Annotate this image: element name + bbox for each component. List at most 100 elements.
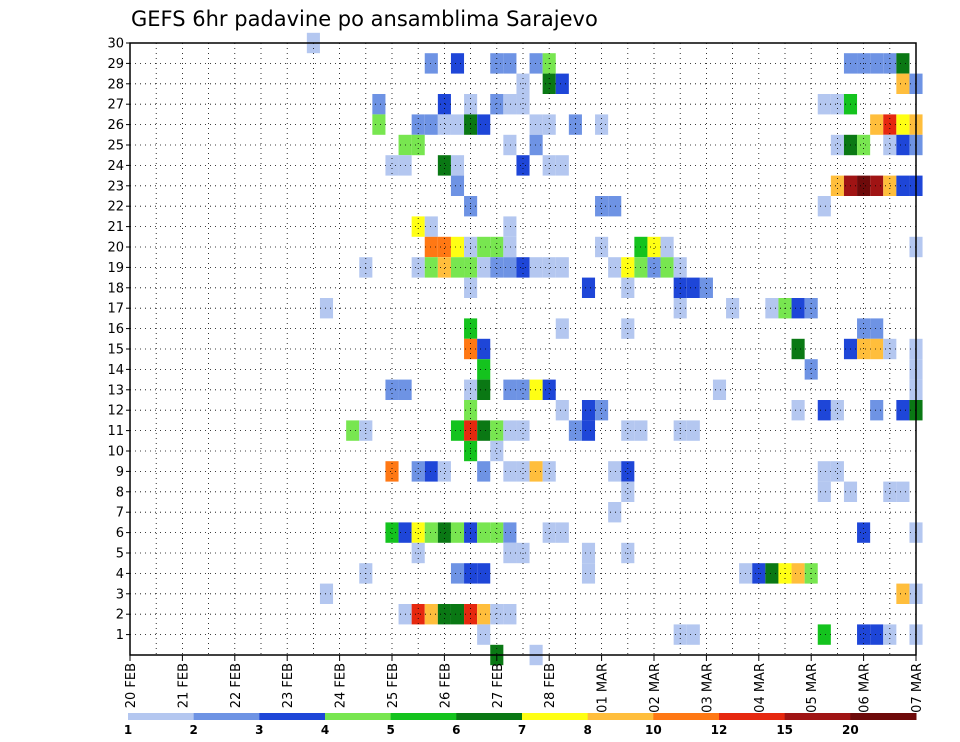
- precip-cell: [516, 155, 530, 176]
- x-tick-label: 05 MAR: [805, 663, 820, 713]
- precip-cell: [503, 53, 517, 74]
- precip-cell: [437, 94, 451, 115]
- precip-cell: [765, 563, 779, 584]
- colorbar-swatch: [325, 713, 392, 720]
- precip-cell: [490, 522, 504, 543]
- precip-cell: [477, 563, 491, 584]
- precip-cell: [385, 522, 399, 543]
- precip-cell: [424, 53, 438, 74]
- y-tick-label: 9: [116, 465, 124, 480]
- y-tick-label: 23: [107, 179, 124, 194]
- precip-cell: [437, 155, 451, 176]
- colorbar-swatch: [259, 713, 326, 720]
- precip-cell: [817, 94, 831, 115]
- precip-cell: [699, 277, 713, 298]
- y-tick-label: 28: [107, 77, 124, 92]
- colorbar-tick-label: 3: [255, 723, 263, 737]
- x-tick-label: 24 FEB: [334, 663, 349, 708]
- precip-cell: [581, 277, 596, 298]
- precip-cell: [608, 196, 622, 217]
- colorbar-tick-label: 4: [321, 723, 329, 737]
- x-tick-label: 27 FEB: [491, 663, 506, 708]
- precip-cell: [896, 481, 910, 502]
- precip-cell: [712, 379, 727, 400]
- precip-cell: [477, 359, 491, 380]
- precip-cell: [450, 563, 465, 584]
- precip-cell: [555, 400, 569, 421]
- precip-cell: [817, 196, 831, 217]
- x-tick-label: 28 FEB: [543, 663, 558, 708]
- precip-cell: [477, 522, 491, 543]
- y-tick-label: 6: [116, 526, 124, 541]
- precip-cell: [385, 461, 399, 482]
- precip-cell: [896, 175, 910, 196]
- precip-cell: [883, 175, 897, 196]
- precip-cell: [424, 522, 438, 543]
- y-tick-label: 15: [107, 343, 124, 358]
- y-tick-label: 8: [116, 485, 124, 500]
- precip-cell: [411, 134, 425, 156]
- x-tick-label: 20 FEB: [124, 663, 139, 708]
- precip-cell: [542, 257, 556, 278]
- x-tick-label: 04 MAR: [753, 663, 768, 713]
- precip-cell: [385, 155, 399, 176]
- colorbar-tick-label: 2: [189, 723, 197, 737]
- precip-cell: [791, 563, 805, 584]
- precip-cell: [385, 379, 399, 400]
- precip-cell: [542, 461, 556, 482]
- y-tick-label: 5: [116, 547, 124, 562]
- precip-cell: [870, 338, 884, 360]
- precip-cell: [896, 114, 910, 135]
- precip-cell: [608, 461, 622, 482]
- precip-cell: [477, 604, 491, 625]
- y-tick-label: 1: [116, 628, 124, 643]
- x-tick-label: 25 FEB: [386, 663, 401, 708]
- x-tick-label: 01 MAR: [596, 663, 611, 713]
- y-tick-label: 19: [107, 261, 124, 276]
- precip-cell: [581, 420, 596, 441]
- x-tick-label: 07 MAR: [910, 663, 925, 713]
- precip-cell: [424, 461, 438, 482]
- precip-cell: [437, 236, 451, 258]
- precip-cell: [621, 420, 635, 441]
- precip-cell: [450, 257, 465, 278]
- precip-cell: [896, 583, 910, 604]
- colorbar-swatch: [653, 713, 720, 720]
- y-tick-label: 24: [107, 159, 124, 174]
- y-tick-label: 30: [107, 37, 124, 52]
- precip-cells: [306, 32, 923, 666]
- precip-cell: [529, 53, 543, 74]
- precip-cell: [319, 298, 334, 319]
- precip-cell: [477, 379, 491, 400]
- precip-cell: [424, 216, 438, 237]
- precip-cell: [896, 400, 910, 421]
- precip-cell: [830, 175, 844, 196]
- precip-cell: [621, 277, 635, 298]
- precip-cell: [437, 257, 451, 278]
- precip-cell: [686, 624, 700, 645]
- precip-cell: [503, 522, 517, 543]
- precip-cell: [581, 542, 596, 564]
- precip-cell: [817, 461, 831, 482]
- precip-cell: [581, 563, 596, 584]
- precip-cell: [372, 94, 386, 115]
- precip-cell: [857, 175, 871, 196]
- precip-cell: [437, 114, 451, 135]
- precip-cell: [411, 114, 425, 135]
- precip-cell: [555, 155, 569, 176]
- y-tick-label: 18: [107, 281, 124, 296]
- colorbar-swatch: [522, 713, 589, 720]
- precip-cell: [503, 461, 517, 482]
- precip-cell: [542, 114, 556, 135]
- x-tick-label: 03 MAR: [700, 663, 715, 713]
- precip-cell: [595, 114, 609, 135]
- precip-cell: [437, 522, 451, 543]
- precip-cell: [503, 604, 517, 625]
- precip-cell: [791, 298, 805, 319]
- precip-cell: [346, 420, 360, 441]
- x-tick-label: 02 MAR: [648, 663, 663, 713]
- precip-cell: [477, 257, 491, 278]
- colorbar-swatch: [587, 713, 654, 720]
- y-tick-label: 4: [116, 567, 124, 582]
